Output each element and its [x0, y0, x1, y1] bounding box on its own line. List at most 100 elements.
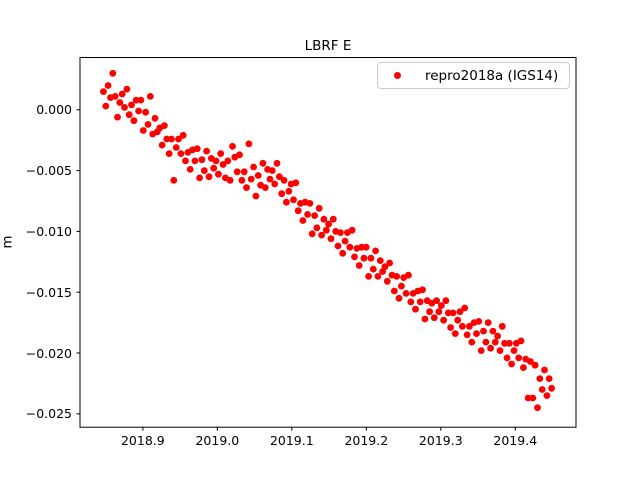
data-point [243, 184, 250, 192]
data-point [383, 277, 391, 285]
data-point [280, 176, 288, 184]
data-point [304, 211, 311, 218]
data-point [381, 263, 389, 271]
data-point [430, 314, 438, 322]
data-point [454, 316, 462, 324]
data-point [475, 318, 483, 325]
data-point [407, 298, 415, 306]
data-point [372, 247, 379, 255]
data-point [276, 173, 283, 181]
data-point [398, 282, 405, 290]
data-point [114, 113, 121, 121]
data-point [494, 332, 501, 340]
data-point [182, 157, 189, 165]
data-point [325, 220, 332, 228]
data-point [217, 150, 225, 158]
data-point [531, 361, 539, 369]
data-point [177, 150, 185, 158]
data-point [146, 93, 154, 100]
data-point [341, 237, 349, 245]
data-point [165, 150, 173, 158]
data-point [437, 302, 445, 309]
data-point [128, 101, 135, 109]
data-point [543, 392, 551, 399]
data-point [290, 196, 297, 204]
data-point [193, 145, 201, 153]
data-point [306, 200, 314, 207]
data-point [320, 215, 328, 223]
data-point [520, 364, 527, 371]
data-point [224, 157, 232, 165]
data-point [102, 102, 110, 110]
legend: repro2018a (IGS14) [377, 62, 570, 89]
y-tick-label: −0.020 [25, 345, 72, 361]
data-point [386, 259, 393, 267]
data-point [451, 330, 459, 337]
data-point [196, 174, 204, 182]
data-point [278, 190, 286, 198]
data-point [463, 331, 471, 339]
data-point [395, 294, 403, 302]
data-point [358, 243, 365, 251]
data-point [308, 230, 316, 238]
data-point [252, 192, 260, 200]
data-point [440, 316, 447, 324]
data-point [315, 204, 323, 212]
data-point [365, 273, 372, 280]
legend-marker-icon [394, 72, 401, 79]
x-tick-label: 2019.3 [418, 433, 463, 448]
data-point [142, 108, 150, 116]
data-point [442, 297, 450, 305]
data-point [329, 215, 337, 223]
x-tick-label: 2019.2 [344, 433, 389, 448]
data-point [137, 96, 145, 104]
data-point [487, 344, 494, 352]
data-point [435, 308, 443, 316]
x-tick-label: 2019.1 [269, 433, 314, 448]
data-point [548, 384, 555, 392]
data-point [271, 180, 279, 188]
data-point [527, 358, 534, 365]
data-point [233, 168, 241, 176]
data-point [261, 184, 269, 192]
data-point [163, 135, 171, 143]
data-point [501, 339, 508, 347]
data-point [247, 175, 255, 183]
data-point [191, 157, 199, 165]
data-point [491, 338, 499, 346]
data-point [250, 163, 257, 171]
chart-title: LBRF E [304, 38, 352, 54]
data-point [111, 93, 119, 100]
data-point [200, 167, 208, 175]
data-point [139, 127, 147, 134]
y-tick-label: −0.005 [25, 163, 72, 179]
data-point [447, 324, 454, 331]
data-point [170, 176, 178, 184]
data-point [135, 107, 143, 115]
data-point [367, 254, 375, 262]
y-tick-label: −0.015 [25, 284, 72, 300]
y-tick-label: −0.010 [25, 223, 72, 239]
data-point [503, 354, 511, 362]
data-point [158, 141, 166, 149]
data-point [219, 161, 227, 168]
data-point [125, 111, 133, 119]
x-tick-label: 2019.0 [195, 433, 240, 448]
data-point [292, 179, 300, 187]
data-point [334, 242, 342, 250]
data-point [151, 114, 159, 122]
data-point [508, 360, 515, 368]
data-point [212, 157, 220, 165]
data-point [360, 254, 368, 262]
data-point [362, 243, 370, 251]
data-point [517, 337, 525, 345]
data-point [369, 265, 377, 273]
data-point [459, 322, 466, 330]
y-tick-label: 0.000 [36, 102, 72, 118]
data-point [121, 104, 128, 111]
data-point [313, 224, 321, 232]
data-point [444, 309, 452, 317]
data-point [132, 96, 140, 104]
data-point [482, 338, 490, 346]
data-point [161, 122, 168, 129]
